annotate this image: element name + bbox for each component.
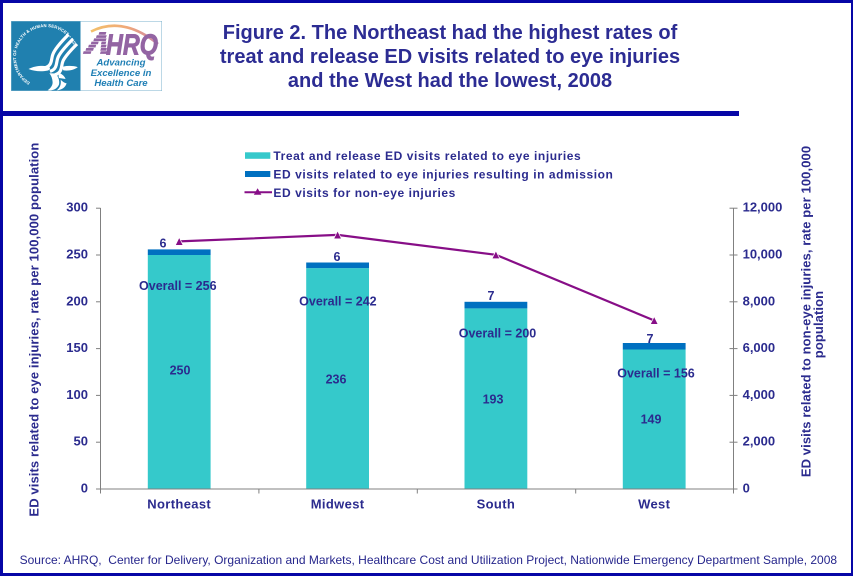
- svg-text:Overall = 256: Overall = 256: [139, 279, 217, 293]
- svg-text:12,000: 12,000: [743, 200, 783, 215]
- svg-text:Treat and release ED visits re: Treat and release ED visits related to e…: [273, 149, 581, 163]
- svg-text:6: 6: [160, 236, 167, 250]
- svg-text:7: 7: [488, 289, 495, 303]
- svg-text:Health Care: Health Care: [94, 78, 148, 89]
- svg-text:100: 100: [66, 387, 88, 402]
- svg-text:Advancing: Advancing: [95, 57, 145, 68]
- svg-text:Overall = 156: Overall = 156: [617, 366, 695, 380]
- svg-text:4,000: 4,000: [743, 387, 776, 402]
- svg-text:6: 6: [334, 250, 341, 264]
- svg-text:300: 300: [66, 200, 88, 215]
- svg-text:8,000: 8,000: [743, 293, 776, 308]
- svg-text:250: 250: [170, 363, 191, 377]
- svg-text:Excellence in: Excellence in: [91, 68, 152, 79]
- svg-text:ED visits related to non-eye i: ED visits related to non-eye injuries, r…: [799, 146, 814, 477]
- svg-text:West: West: [638, 497, 671, 512]
- svg-text:Overall = 200: Overall = 200: [459, 326, 537, 340]
- svg-text:South: South: [477, 497, 516, 512]
- svg-text:HRQ: HRQ: [106, 29, 158, 61]
- svg-text:0: 0: [81, 481, 88, 496]
- svg-text:Overall = 242: Overall = 242: [299, 295, 377, 309]
- svg-text:ED visits related to eye injur: ED visits related to eye injuries, rate …: [27, 143, 42, 517]
- svg-text:193: 193: [483, 392, 504, 406]
- svg-text:7: 7: [647, 332, 654, 346]
- svg-text:6,000: 6,000: [743, 340, 776, 355]
- svg-text:ED visits for non-eye injuries: ED visits for non-eye injuries: [273, 186, 455, 200]
- svg-text:149: 149: [641, 412, 662, 426]
- svg-text:150: 150: [66, 340, 88, 355]
- svg-text:236: 236: [326, 372, 347, 386]
- svg-text:250: 250: [66, 247, 88, 262]
- svg-text:Northeast: Northeast: [147, 497, 211, 512]
- svg-text:2,000: 2,000: [743, 434, 776, 449]
- svg-text:0: 0: [743, 481, 750, 496]
- svg-text:10,000: 10,000: [743, 247, 783, 262]
- svg-text:Source: AHRQ, Center for Deli: Source: AHRQ, Center for Delivery, Organ…: [20, 553, 838, 567]
- svg-text:50: 50: [74, 434, 88, 449]
- svg-text:200: 200: [66, 293, 88, 308]
- svg-text:population: population: [811, 291, 826, 358]
- svg-text:Midwest: Midwest: [311, 497, 365, 512]
- svg-text:ED visits related to eye injur: ED visits related to eye injuries result…: [273, 167, 613, 181]
